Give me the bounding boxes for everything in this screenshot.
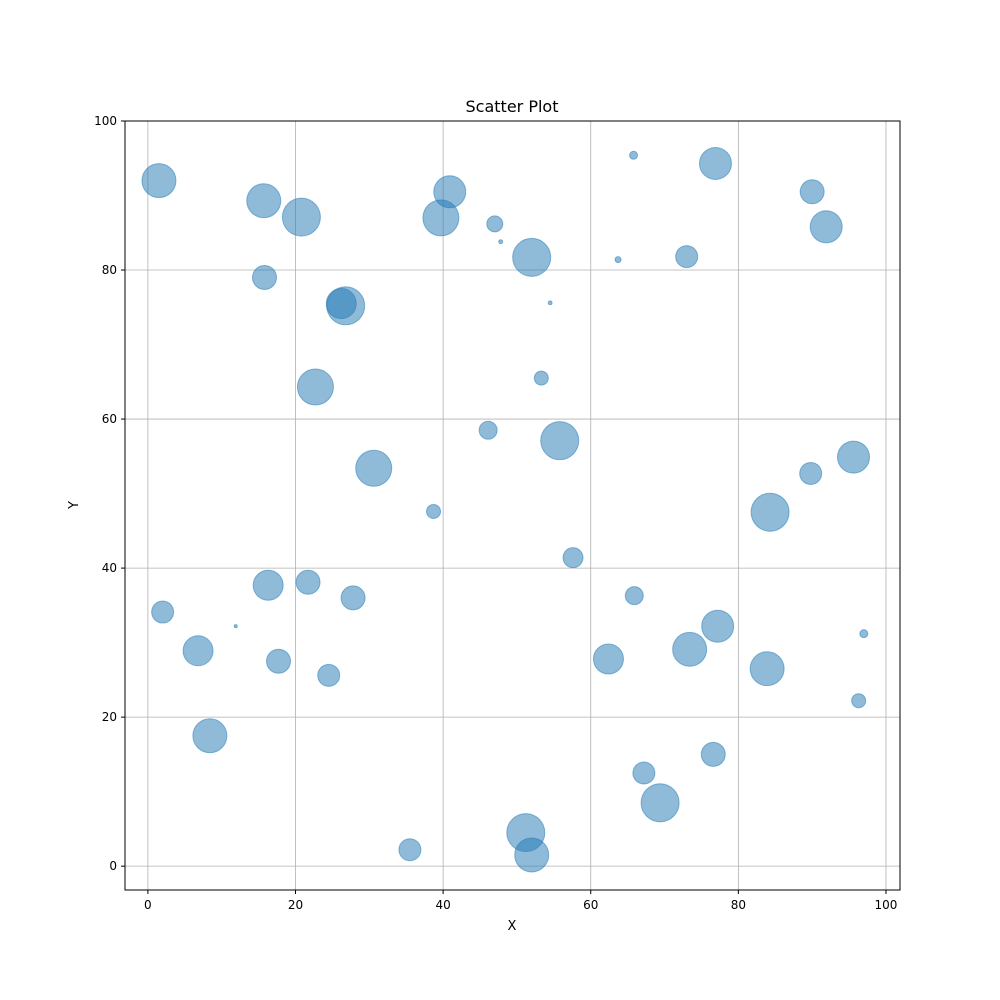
scatter-point [426,503,442,519]
scatter-point [246,183,282,219]
x-tick-label: 100 [875,898,898,912]
y-axis-label: Y [67,501,82,510]
scatter-point [512,237,552,277]
scatter-point [325,288,357,320]
scatter-point [592,643,624,675]
y-tick-label: 100 [94,114,117,128]
points [141,146,871,873]
scatter-point [340,585,366,611]
y-tick-label: 80 [102,263,117,277]
chart-title: Scatter Plot [466,97,559,116]
scatter-point [851,693,867,709]
axes-frame [124,120,901,891]
scatter-point [151,600,175,624]
scatter-point [266,648,292,674]
scatter-point [672,631,708,667]
scatter-point [701,609,735,643]
scatter-point [478,420,498,440]
scatter-point [624,586,644,606]
scatter-point [141,163,177,199]
scatter-point [629,150,639,160]
scatter-point [562,547,584,569]
scatter-point [836,440,871,474]
y-tick-label: 60 [102,412,117,426]
scatter-point [547,300,553,306]
scatter-point [514,837,550,873]
y-tick-label: 0 [109,859,117,873]
scatter-point [640,783,680,823]
y-tick-label: 40 [102,561,117,575]
scatter-point [251,264,278,290]
scatter-point [486,215,504,233]
scatter-point [498,239,504,245]
scatter-point [698,146,732,180]
scatter-point [799,461,823,485]
scatter-point [675,245,699,269]
y-ticks: 0 20 40 60 80 100 [94,114,125,873]
scatter-point [749,651,785,687]
x-tick-label: 20 [288,898,303,912]
scatter-point [859,629,869,639]
scatter-point [799,179,825,205]
scatter-point [281,197,321,237]
scatter-point [632,761,656,785]
y-tick-label: 20 [102,710,117,724]
scatter-point [614,256,622,264]
scatter-point [533,370,549,386]
scatter-point [317,663,341,687]
scatter-point [296,368,334,406]
scatter-point [750,492,790,532]
scatter-point [355,449,393,487]
x-axis-label: X [508,919,517,934]
x-tick-label: 40 [435,898,450,912]
scatter-point [252,569,284,601]
x-tick-label: 0 [144,898,152,912]
x-tick-label: 60 [583,898,598,912]
scatter-point [192,718,228,754]
scatter-point [182,635,214,667]
x-ticks: 0 20 40 60 80 100 [144,890,897,912]
scatter-point [809,210,843,244]
scatter-point [700,741,726,767]
scatter-point [398,838,422,862]
scatter-point [233,624,238,629]
x-tick-label: 80 [731,898,746,912]
scatter-point [540,421,580,461]
scatter-point [295,569,321,595]
scatter-point [422,199,460,237]
